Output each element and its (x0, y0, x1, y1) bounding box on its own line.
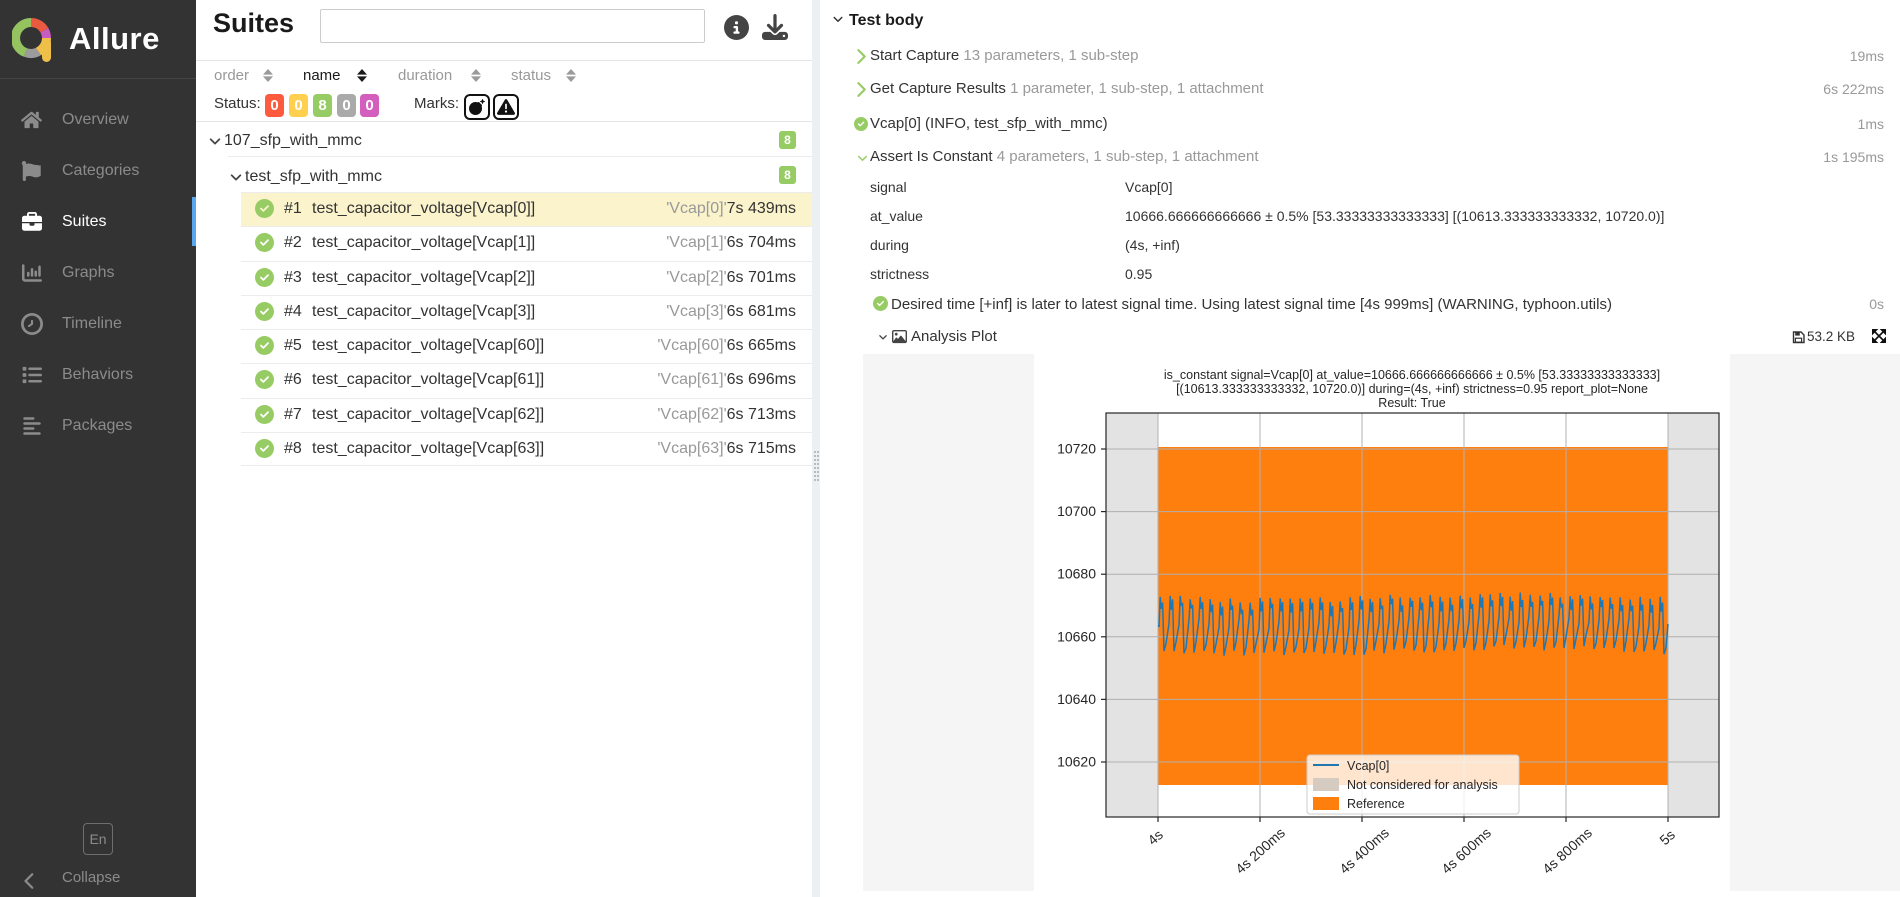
svg-text:10680: 10680 (1057, 566, 1096, 582)
svg-text:4s 200ms: 4s 200ms (1232, 824, 1288, 877)
svg-text:4s 400ms: 4s 400ms (1336, 824, 1392, 877)
svg-text:5s: 5s (1656, 826, 1678, 848)
svg-text:4s 600ms: 4s 600ms (1438, 824, 1494, 877)
svg-text:Vcap[0]: Vcap[0] (1347, 759, 1389, 773)
svg-text:4s: 4s (1144, 826, 1166, 848)
svg-text:10620: 10620 (1057, 754, 1096, 770)
svg-text:10640: 10640 (1057, 691, 1096, 707)
svg-text:10700: 10700 (1057, 503, 1096, 519)
svg-text:4s 800ms: 4s 800ms (1539, 824, 1595, 877)
svg-text:Not considered for analysis: Not considered for analysis (1347, 778, 1498, 792)
svg-text:is_constant signal=Vcap[0] at_: is_constant signal=Vcap[0] at_value=1066… (1164, 368, 1660, 382)
svg-text:10660: 10660 (1057, 628, 1096, 644)
svg-text:Reference: Reference (1347, 797, 1405, 811)
svg-text:10720: 10720 (1057, 441, 1096, 457)
svg-text:[(10613.333333333332, 10720.0): [(10613.333333333332, 10720.0)] during=(… (1176, 382, 1648, 396)
svg-text:Result: True: Result: True (1378, 396, 1445, 410)
